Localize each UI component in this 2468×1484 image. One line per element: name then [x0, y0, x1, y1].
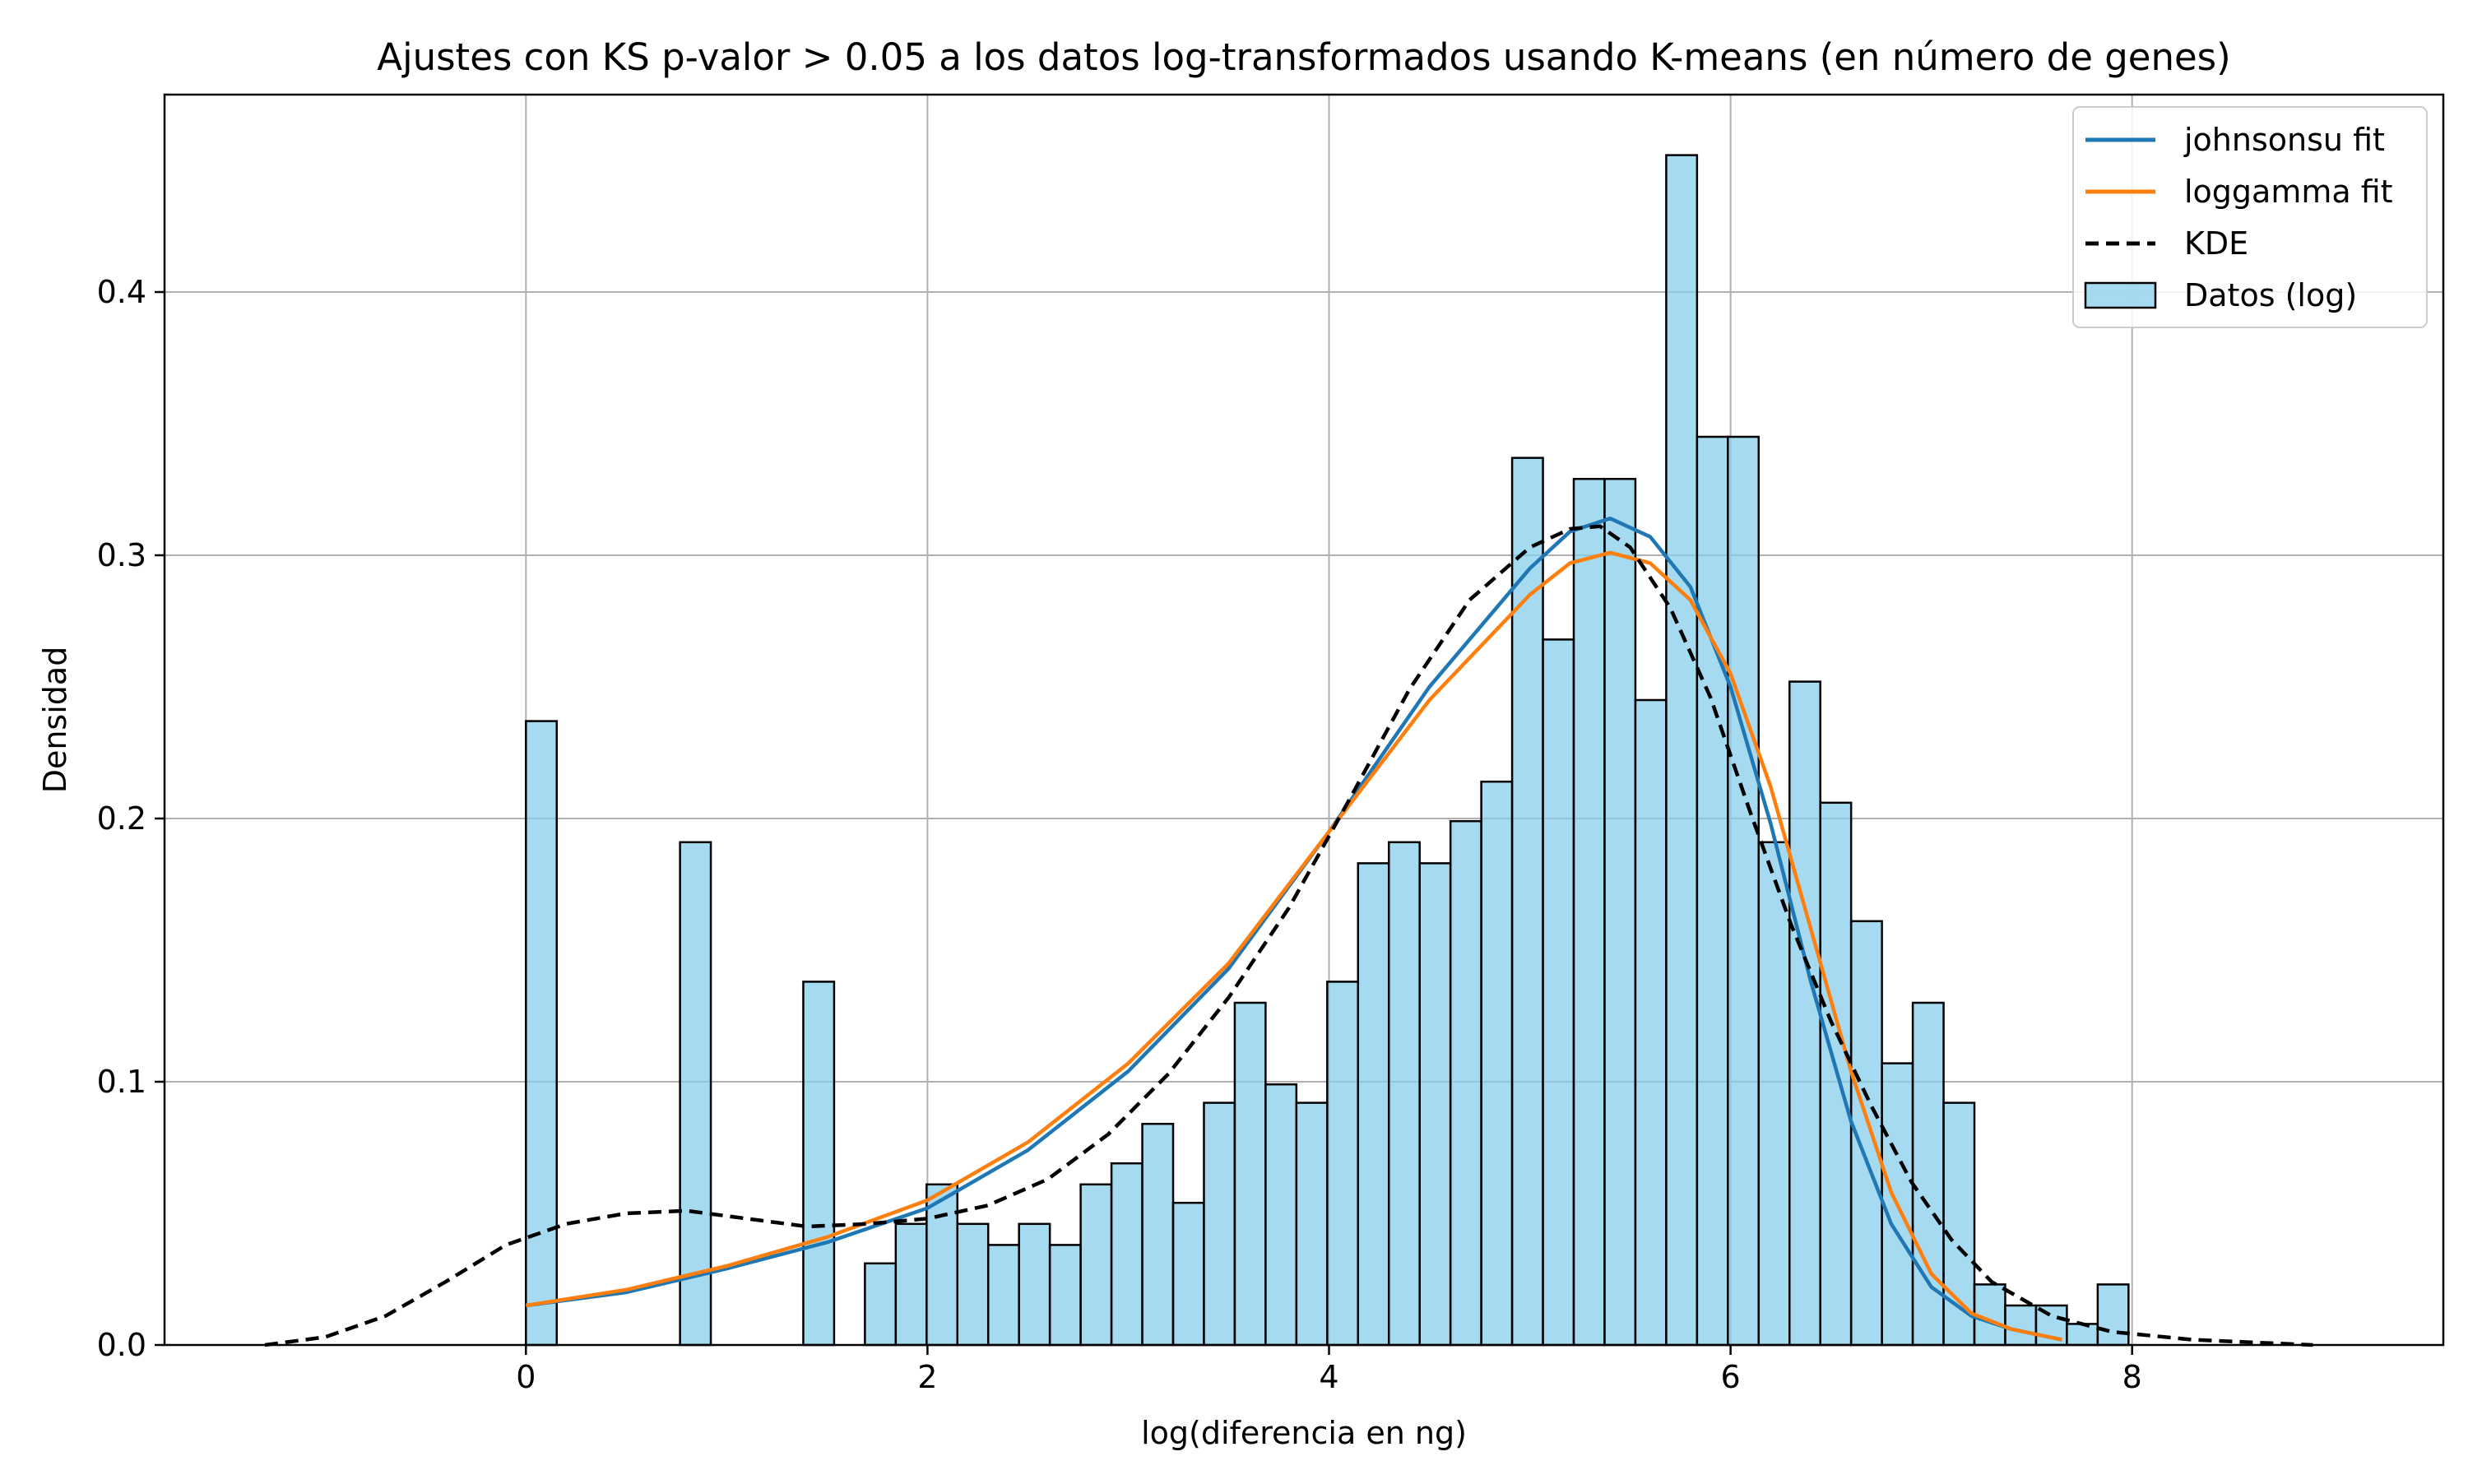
- x-tick-label: 2: [917, 1359, 937, 1395]
- y-axis-label: Densidad: [37, 647, 73, 794]
- histogram-bar: [2066, 1323, 2099, 1347]
- histogram-bar: [1110, 1162, 1144, 1347]
- legend-label-johnsonsu: johnsonsu fit: [2183, 122, 2385, 158]
- histogram-bar: [1233, 1001, 1267, 1347]
- histogram-bar: [2004, 1304, 2038, 1347]
- histogram-bar: [1510, 457, 1544, 1347]
- histogram-bar: [1480, 780, 1514, 1347]
- histogram-bar: [1048, 1244, 1082, 1347]
- y-tick-label: 0.1: [97, 1064, 146, 1100]
- x-tick-label: 4: [1319, 1359, 1338, 1395]
- kde-line: [264, 524, 2313, 1347]
- histogram-bar: [1018, 1222, 1051, 1347]
- histogram-bar: [894, 1222, 928, 1347]
- johnsonsu-fit-line: [526, 516, 2062, 1342]
- x-tick-label: 0: [516, 1359, 536, 1395]
- histogram-bar: [1418, 862, 1452, 1347]
- plot-area-frame: [163, 93, 2445, 1347]
- histogram-bar: [1696, 435, 1729, 1347]
- legend-label-datos: Datos (log): [2184, 277, 2357, 313]
- histogram-bar: [802, 981, 836, 1347]
- histogram-bar: [1357, 862, 1390, 1347]
- histogram-bar: [1264, 1083, 1298, 1347]
- loggamma-fit-line: [525, 550, 2062, 1342]
- x-tick-label: 8: [2122, 1359, 2142, 1395]
- histogram-bar: [1326, 981, 1360, 1347]
- histogram-bar: [1449, 819, 1482, 1347]
- histogram-bar: [525, 720, 559, 1347]
- x-axis-ticks: 0 2 4 6 8: [516, 1345, 2142, 1395]
- y-tick-label: 0.3: [97, 537, 146, 573]
- histogram-bar: [1757, 841, 1791, 1347]
- y-tick-label: 0.0: [97, 1327, 146, 1363]
- chart-title: Ajustes con KS p-valor > 0.05 a los dato…: [377, 35, 2230, 79]
- legend-label-kde: KDE: [2184, 225, 2248, 262]
- y-tick-label: 0.4: [97, 274, 146, 310]
- histogram-bar: [1203, 1101, 1236, 1347]
- legend-label-loggamma: loggamma fit: [2184, 174, 2393, 210]
- x-tick-label: 6: [1721, 1359, 1741, 1395]
- histogram-bar: [926, 1183, 959, 1347]
- histogram-bar: [1603, 477, 1637, 1347]
- fit-lines: [264, 516, 2313, 1347]
- histogram-bar: [1171, 1201, 1205, 1347]
- histogram-bar: [986, 1244, 1020, 1347]
- histogram-bar: [1295, 1101, 1329, 1347]
- histogram-bar: [1079, 1183, 1113, 1347]
- histogram-bar: [1387, 841, 1421, 1347]
- legend: johnsonsu fit loggamma fit KDE Datos (lo…: [2072, 106, 2428, 328]
- legend-swatch-datos: [2084, 281, 2157, 309]
- histogram-bars: [525, 154, 2130, 1347]
- histogram-bar: [1942, 1101, 1976, 1347]
- histogram-bar: [2096, 1283, 2130, 1347]
- histogram-bar: [1665, 154, 1699, 1347]
- histogram-bar: [956, 1222, 990, 1347]
- histogram-bar: [1542, 638, 1575, 1347]
- histogram-bar: [1634, 698, 1668, 1347]
- histogram-bar: [864, 1262, 898, 1347]
- legend-box: [2072, 106, 2428, 328]
- histogram-bar: [1572, 477, 1606, 1347]
- histogram-bar: [1141, 1122, 1175, 1347]
- x-axis-label: log(diferencia en ng): [1141, 1415, 1467, 1451]
- histogram-bar: [1788, 680, 1821, 1347]
- y-axis-ticks: 0.0 0.1 0.2 0.3 0.4: [97, 274, 165, 1363]
- histogram-bar: [1727, 435, 1761, 1347]
- y-tick-label: 0.2: [97, 800, 146, 837]
